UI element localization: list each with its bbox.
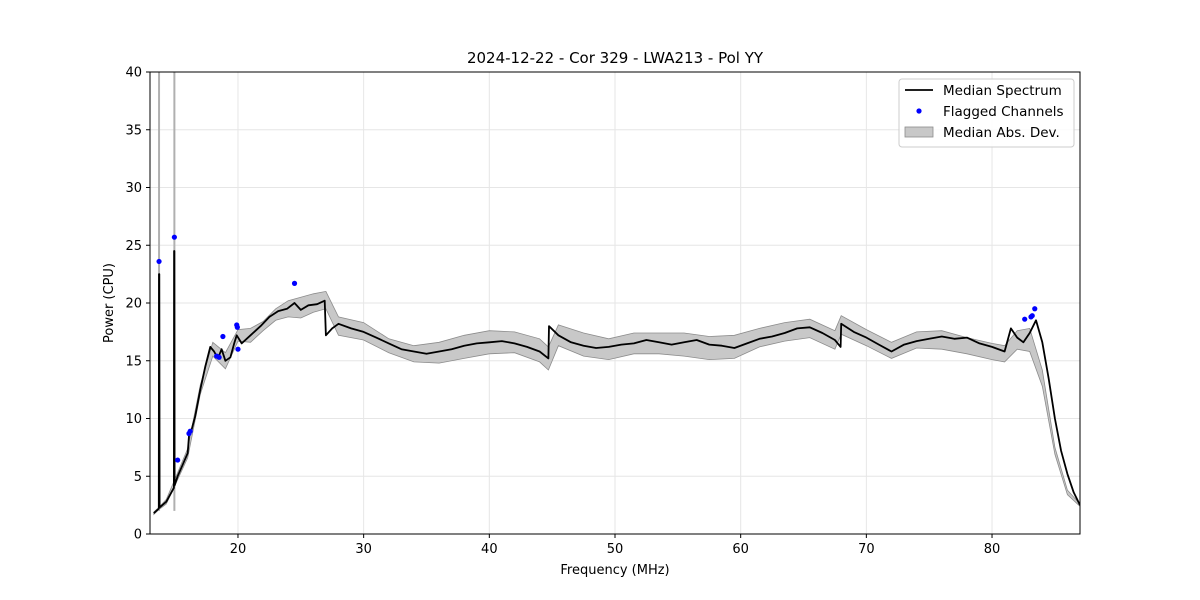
flagged-channel-point	[1029, 313, 1035, 319]
median-abs-dev-band	[153, 290, 1080, 516]
x-axis-label: Frequency (MHz)	[560, 563, 669, 578]
legend-flagged-swatch	[916, 108, 922, 114]
flagged-channel-point	[187, 428, 193, 434]
x-tick-label: 20	[230, 542, 247, 557]
x-tick-label: 40	[481, 542, 498, 557]
x-axis-ticks: 20 30 40 50 60 70 80	[230, 534, 1001, 557]
chart-title: 2024-12-22 - Cor 329 - LWA213 - Pol YY	[467, 49, 764, 67]
y-axis-ticks: 0 5 10 15 20 25 30 35 40	[125, 66, 150, 543]
legend-mad-swatch	[904, 126, 934, 138]
y-tick-label: 15	[125, 354, 142, 369]
legend: Median Spectrum Flagged Channels Median …	[898, 78, 1075, 148]
flagged-channel-point	[235, 346, 241, 352]
y-tick-label: 30	[125, 181, 142, 196]
flagged-channel-points	[156, 234, 1038, 463]
y-tick-label: 5	[134, 470, 142, 485]
x-tick-label: 80	[984, 542, 1001, 557]
flagged-channel-point	[171, 234, 177, 240]
x-tick-label: 30	[355, 542, 372, 557]
y-tick-label: 25	[125, 239, 142, 254]
flagged-channel-point	[175, 457, 181, 463]
flagged-channel-point	[291, 280, 298, 286]
legend-flagged-label: Flagged Channels	[943, 104, 1064, 120]
x-tick-label: 60	[732, 542, 749, 557]
y-tick-label: 40	[125, 66, 142, 81]
y-axis-label: Power (CPU)	[102, 263, 117, 343]
flagged-channel-point	[234, 324, 240, 330]
y-tick-label: 35	[125, 123, 142, 138]
y-tick-label: 20	[125, 297, 142, 312]
y-tick-label: 10	[125, 412, 142, 427]
flagged-channel-point	[1022, 316, 1028, 322]
median-spectrum-line	[153, 250, 1080, 514]
legend-mad-label: Median Abs. Dev.	[943, 125, 1060, 141]
flagged-channel-point	[216, 354, 222, 360]
flagged-channel-point	[156, 258, 162, 265]
x-tick-label: 50	[607, 542, 624, 557]
legend-median-label: Median Spectrum	[943, 83, 1062, 99]
plot-area	[153, 72, 1080, 516]
y-tick-label: 0	[134, 528, 142, 543]
flagged-channel-point	[1032, 306, 1038, 312]
flagged-channel-point	[220, 333, 226, 340]
legend-box	[898, 78, 1075, 148]
x-tick-label: 70	[858, 542, 875, 557]
